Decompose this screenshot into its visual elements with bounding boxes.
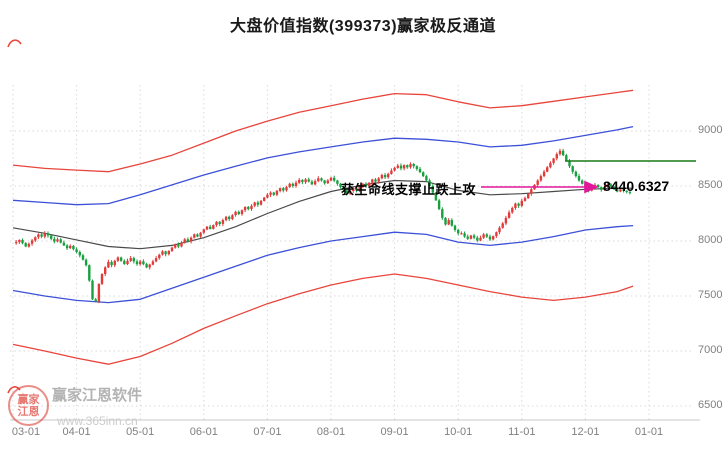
- brand-logo: 赢家 江恩: [8, 385, 49, 426]
- x-axis-label: 06-01: [189, 426, 218, 438]
- y-axis-label: 8000: [698, 234, 723, 246]
- outer-lower-rail-line: [12, 273, 634, 365]
- x-axis-label: 08-01: [316, 426, 346, 438]
- x-axis-label: 10-01: [444, 426, 473, 438]
- life-upper-line: [12, 125, 634, 206]
- brand-logo-text-top: 赢家: [17, 393, 40, 406]
- y-axis-label: 7500: [698, 289, 723, 301]
- watermark-url: www.365inn.cn: [57, 414, 138, 428]
- outer-upper-rail-line: [12, 89, 634, 173]
- life-lower-line: [12, 224, 634, 304]
- support-annotation-text: 获生命线支撑止跌上攻: [341, 182, 477, 197]
- y-axis-label: 9000: [698, 124, 723, 136]
- watermark-brand: 赢家江恩软件: [52, 387, 143, 404]
- last-price-label: 8440.6327: [603, 178, 670, 194]
- x-axis-label: 09-01: [380, 426, 409, 438]
- x-axis-label: 04-01: [62, 426, 91, 438]
- y-axis-label: 7000: [698, 344, 723, 356]
- edge-mark-top-left: [7, 39, 22, 48]
- x-axis-label: 12-01: [571, 426, 600, 438]
- chart-title: 大盘价值指数(399373)赢家极反通道: [229, 18, 497, 35]
- gridlines: [10, 85, 700, 421]
- y-axis-label: 6500: [698, 399, 723, 411]
- y-axis-label: 8500: [698, 179, 723, 191]
- brand-logo-text-bottom: 江恩: [17, 405, 40, 418]
- x-axis-label: 01-01: [634, 426, 664, 438]
- x-axis-label: 05-01: [126, 426, 155, 438]
- x-axis-label: 11-01: [508, 426, 536, 438]
- x-axis-label: 07-01: [253, 426, 282, 438]
- x-axis-label: 03-01: [11, 426, 41, 438]
- value-center-line: [12, 179, 634, 250]
